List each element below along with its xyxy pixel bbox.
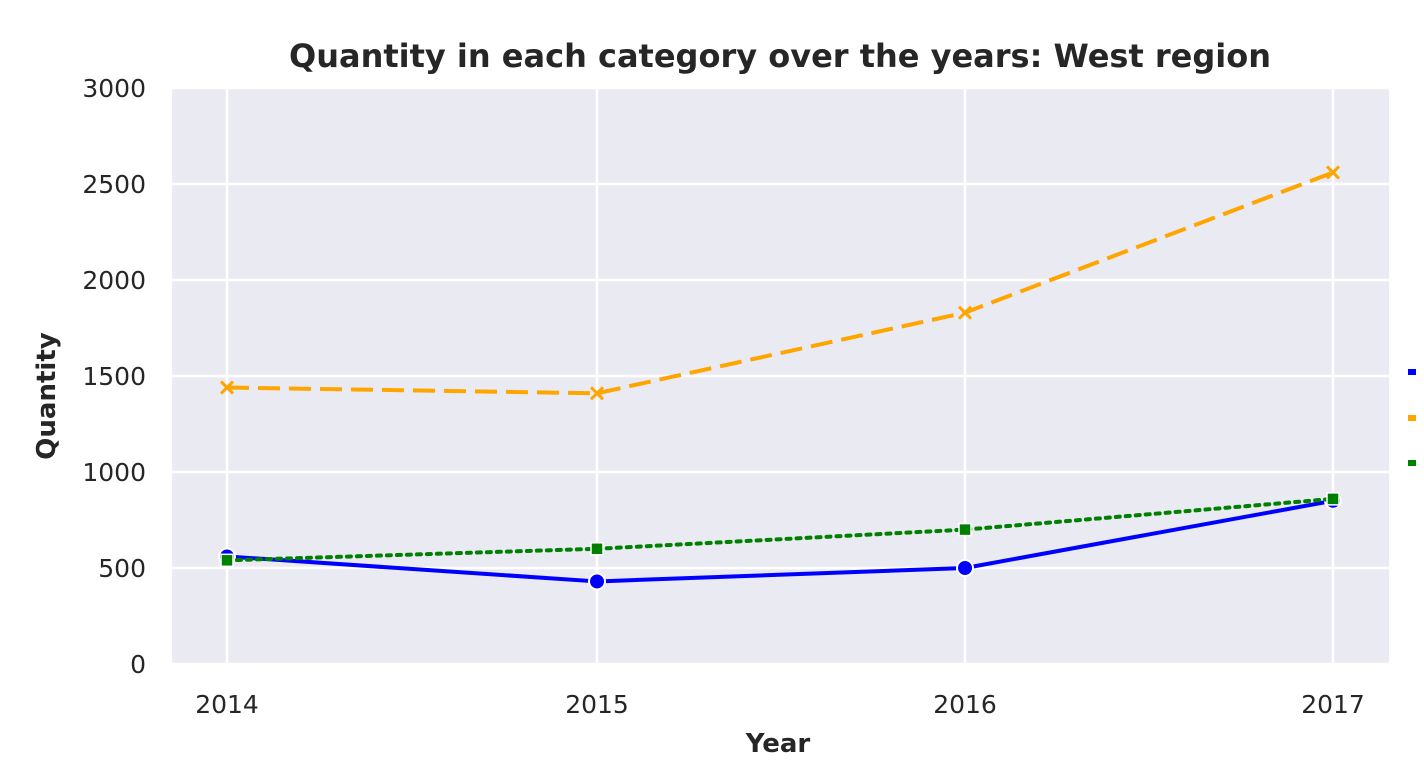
data-point — [589, 386, 605, 401]
data-point — [1326, 492, 1340, 506]
x-tick-label: 2015 — [565, 690, 629, 719]
data-point — [588, 572, 606, 591]
legend-swatch — [1408, 460, 1416, 466]
y-tick-label: 2500 — [82, 170, 146, 199]
legend — [1408, 369, 1416, 466]
tick-labels: 0 500 1000 1500 2000 2500 3000 2014 2015 2016 2017 — [82, 74, 1364, 719]
data-point — [220, 553, 234, 568]
x-tick-label: 2016 — [933, 690, 997, 719]
x-tick-label: 2017 — [1301, 690, 1365, 719]
y-tick-label: 500 — [98, 554, 146, 583]
y-tick-label: 1000 — [82, 458, 146, 487]
series-layer — [218, 165, 1342, 591]
data-point — [1325, 165, 1341, 180]
data-point — [219, 380, 235, 395]
series-2 — [219, 165, 1341, 401]
series-line — [226, 170, 1334, 396]
data-point — [590, 542, 604, 556]
y-tick-label: 0 — [130, 650, 146, 679]
y-tick-label: 1500 — [82, 362, 146, 391]
series-line — [226, 498, 1334, 584]
y-tick-label: 2000 — [82, 266, 146, 295]
y-tick-label: 3000 — [82, 74, 146, 103]
series-line — [225, 496, 1335, 563]
x-tick-label: 2014 — [195, 690, 259, 719]
legend-swatch — [1408, 415, 1416, 421]
x-axis-label: Year — [745, 729, 811, 759]
chart-title: Quantity in each category over the years… — [289, 37, 1271, 75]
legend-swatch — [1408, 369, 1416, 375]
series-3 — [220, 492, 1340, 568]
y-axis-label: Quantity — [32, 332, 62, 459]
data-point — [956, 559, 974, 577]
data-point — [958, 522, 972, 537]
data-point — [957, 305, 973, 320]
